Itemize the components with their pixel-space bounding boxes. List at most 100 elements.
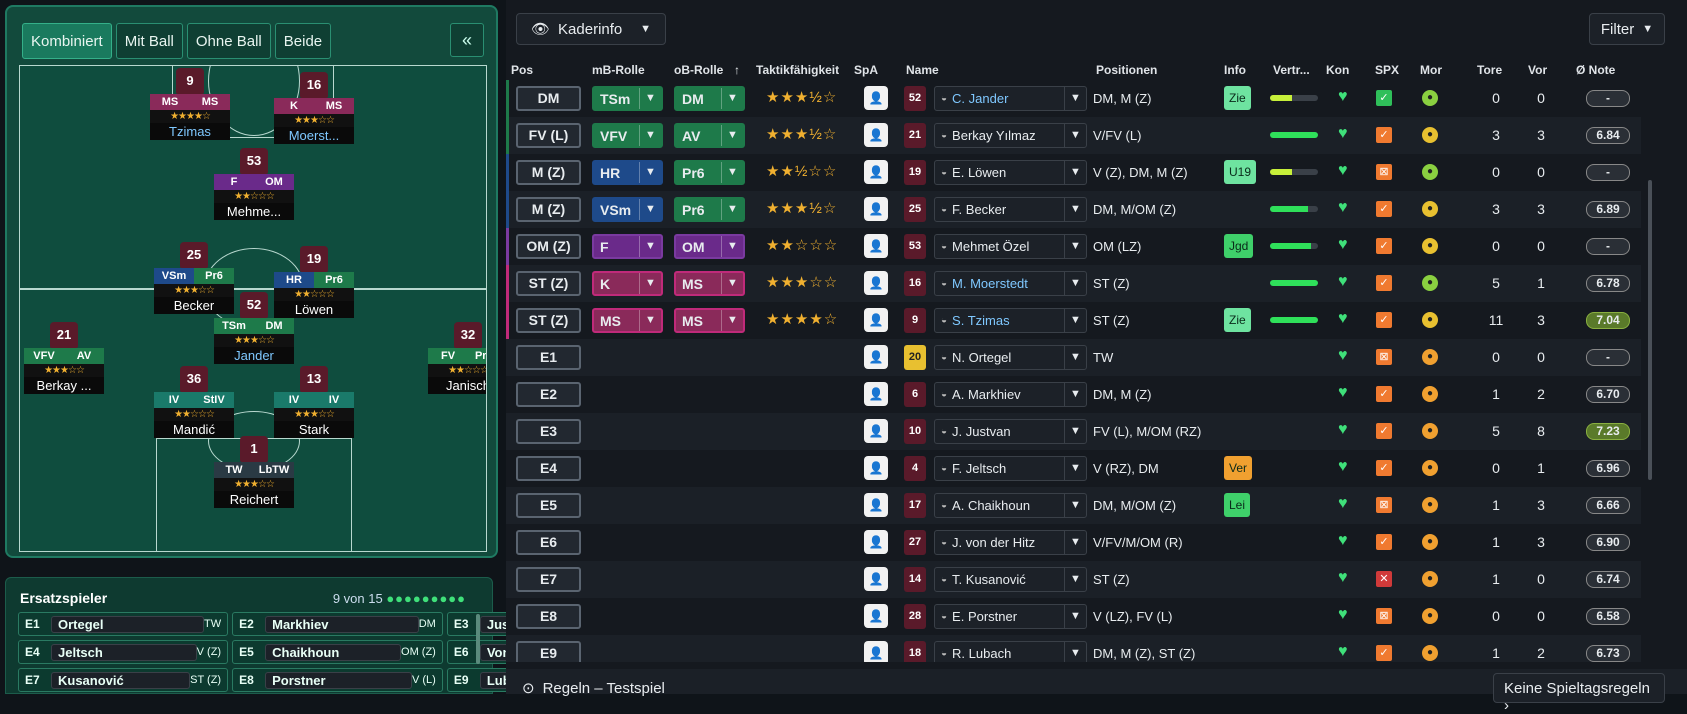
position-slot[interactable]: E6 bbox=[516, 530, 581, 555]
substitute-item[interactable]: E8 Porstner V (L) bbox=[232, 668, 443, 692]
person-icon[interactable]: 👤 bbox=[864, 308, 888, 332]
person-icon[interactable]: 👤 bbox=[864, 86, 888, 110]
position-slot[interactable]: E8 bbox=[516, 604, 581, 629]
player-name-dropdown[interactable]: ◒ J. Justvan ▼ bbox=[934, 419, 1087, 444]
pitch-player[interactable]: 36 IV StIV ★★☆☆☆ Mandić bbox=[135, 366, 253, 438]
ob-role-dropdown[interactable]: DM ▼ bbox=[674, 86, 745, 111]
mb-role-dropdown[interactable]: K ▼ bbox=[592, 271, 663, 296]
position-slot[interactable]: DM bbox=[516, 86, 581, 111]
col-spa[interactable]: SpA bbox=[854, 63, 878, 77]
collapse-panel-button[interactable]: « bbox=[450, 23, 484, 57]
pitch-player[interactable]: 9 MS MS ★★★★☆ Tzimas bbox=[131, 68, 249, 140]
col-tore[interactable]: Tore bbox=[1477, 63, 1503, 77]
mb-role-dropdown[interactable]: TSm ▼ bbox=[592, 86, 663, 111]
col-spx[interactable]: SPX bbox=[1375, 63, 1400, 77]
view-dropdown[interactable]: 👁 Kaderinfo ▼ bbox=[516, 13, 666, 45]
col-mb-rolle[interactable]: mB-Rolle bbox=[592, 63, 645, 77]
info-badge[interactable]: Zie bbox=[1224, 86, 1251, 110]
player-name-dropdown[interactable]: ◒ C. Jander ▼ bbox=[934, 86, 1087, 111]
sort-up-icon[interactable]: ↑ bbox=[734, 63, 740, 77]
mb-role-dropdown[interactable]: VFV ▼ bbox=[592, 123, 663, 148]
substitutes-scrollbar[interactable] bbox=[476, 614, 480, 664]
person-icon[interactable]: 👤 bbox=[864, 604, 888, 628]
match-rules-button[interactable]: Keine Spieltagsregeln › bbox=[1493, 673, 1665, 714]
position-slot[interactable]: E7 bbox=[516, 567, 581, 592]
col-vor[interactable]: Vor bbox=[1528, 63, 1548, 77]
info-badge[interactable]: Zie bbox=[1224, 308, 1251, 332]
player-name-dropdown[interactable]: ◒ E. Porstner ▼ bbox=[934, 604, 1087, 629]
person-icon[interactable]: 👤 bbox=[864, 641, 888, 662]
pitch-player[interactable]: 1 TW LbTW ★★★☆☆ Reichert bbox=[195, 436, 313, 508]
pitch-player[interactable]: 52 TSm DM ★★★☆☆ Jander bbox=[195, 292, 313, 364]
substitute-item[interactable]: E7 Kusanović ST (Z) bbox=[18, 668, 229, 692]
info-badge[interactable]: Ver bbox=[1224, 456, 1253, 480]
info-badge[interactable]: Jgd bbox=[1224, 234, 1254, 258]
substitute-item[interactable]: E1 Ortegel TW bbox=[18, 612, 229, 636]
position-slot[interactable]: FV (L) bbox=[516, 123, 581, 148]
col-note[interactable]: Ø Note bbox=[1576, 63, 1616, 77]
mb-role-dropdown[interactable]: HR ▼ bbox=[592, 160, 663, 185]
person-icon[interactable]: 👤 bbox=[864, 567, 888, 591]
person-icon[interactable]: 👤 bbox=[864, 123, 888, 147]
pitch-player[interactable]: 21 VFV AV ★★★☆☆ Berkay ... bbox=[20, 322, 123, 394]
tab-beide[interactable]: Beide bbox=[274, 23, 332, 59]
position-slot[interactable]: ST (Z) bbox=[516, 308, 581, 333]
person-icon[interactable]: 👤 bbox=[864, 419, 888, 443]
position-slot[interactable]: E3 bbox=[516, 419, 581, 444]
col-ob-rolle[interactable]: oB-Rolle bbox=[674, 63, 724, 77]
mb-role-dropdown[interactable]: F ▼ bbox=[592, 234, 663, 259]
player-name-dropdown[interactable]: ◒ E. Löwen ▼ bbox=[934, 160, 1087, 185]
player-name-dropdown[interactable]: ◒ Berkay Yılmaz ▼ bbox=[934, 123, 1087, 148]
player-name-dropdown[interactable]: ◒ F. Becker ▼ bbox=[934, 197, 1087, 222]
player-name-dropdown[interactable]: ◒ Mehmet Özel ▼ bbox=[934, 234, 1087, 259]
pitch-player[interactable]: 32FVPrAV★★☆☆☆Janisch bbox=[409, 322, 486, 394]
player-name-dropdown[interactable]: ◒ N. Ortegel ▼ bbox=[934, 345, 1087, 370]
position-slot[interactable]: M (Z) bbox=[516, 197, 581, 222]
table-scrollbar[interactable] bbox=[1648, 180, 1652, 480]
person-icon[interactable]: 👤 bbox=[864, 345, 888, 369]
col-pos[interactable]: Pos bbox=[511, 63, 534, 77]
player-name-dropdown[interactable]: ◒ M. Moerstedt ▼ bbox=[934, 271, 1087, 296]
tab-kombiniert[interactable]: Kombiniert bbox=[22, 23, 112, 59]
tab-ohne-ball[interactable]: Ohne Ball bbox=[186, 23, 271, 59]
position-slot[interactable]: E9 bbox=[516, 641, 581, 662]
ob-role-dropdown[interactable]: Pr6 ▼ bbox=[674, 197, 745, 222]
col-kon[interactable]: Kon bbox=[1326, 63, 1350, 77]
filter-button[interactable]: Filter ▼ bbox=[1589, 13, 1665, 45]
col-name[interactable]: Name bbox=[906, 63, 939, 77]
tab-mit-ball[interactable]: Mit Ball bbox=[115, 23, 183, 59]
col-mor[interactable]: Mor bbox=[1420, 63, 1442, 77]
col-taktik[interactable]: Taktikfähigkeit bbox=[756, 63, 840, 77]
player-name-dropdown[interactable]: ◒ F. Jeltsch ▼ bbox=[934, 456, 1087, 481]
position-slot[interactable]: M (Z) bbox=[516, 160, 581, 185]
col-vertrag[interactable]: Vertr... bbox=[1273, 63, 1310, 77]
person-icon[interactable]: 👤 bbox=[864, 382, 888, 406]
player-name-dropdown[interactable]: ◒ S. Tzimas ▼ bbox=[934, 308, 1087, 333]
position-slot[interactable]: E4 bbox=[516, 456, 581, 481]
pitch-player[interactable]: 13 IV IV ★★★☆☆ Stark bbox=[255, 366, 373, 438]
ob-role-dropdown[interactable]: AV ▼ bbox=[674, 123, 745, 148]
person-icon[interactable]: 👤 bbox=[864, 530, 888, 554]
person-icon[interactable]: 👤 bbox=[864, 271, 888, 295]
person-icon[interactable]: 👤 bbox=[864, 234, 888, 258]
col-info[interactable]: Info bbox=[1224, 63, 1246, 77]
pitch-player[interactable]: 16 K MS ★★★☆☆ Moerst... bbox=[255, 72, 373, 144]
ob-role-dropdown[interactable]: Pr6 ▼ bbox=[674, 160, 745, 185]
info-badge[interactable]: Lei bbox=[1224, 493, 1251, 517]
col-positionen[interactable]: Positionen bbox=[1096, 63, 1158, 77]
pitch-player[interactable]: 53 F OM ★★☆☆☆ Mehme... bbox=[195, 148, 313, 220]
pitch-player[interactable]: 19 HR Pr6 ★★☆☆☆ Löwen bbox=[255, 246, 373, 318]
position-slot[interactable]: E5 bbox=[516, 493, 581, 518]
person-icon[interactable]: 👤 bbox=[864, 160, 888, 184]
player-name-dropdown[interactable]: ◒ R. Lubach ▼ bbox=[934, 641, 1087, 662]
person-icon[interactable]: 👤 bbox=[864, 456, 888, 480]
player-name-dropdown[interactable]: ◒ T. Kusanović ▼ bbox=[934, 567, 1087, 592]
mb-role-dropdown[interactable]: VSm ▼ bbox=[592, 197, 663, 222]
person-icon[interactable]: 👤 bbox=[864, 197, 888, 221]
person-icon[interactable]: 👤 bbox=[864, 493, 888, 517]
player-name-dropdown[interactable]: ◒ A. Markhiev ▼ bbox=[934, 382, 1087, 407]
position-slot[interactable]: E2 bbox=[516, 382, 581, 407]
substitute-item[interactable]: E2 Markhiev DM bbox=[232, 612, 443, 636]
pitch-player[interactable]: 25 VSm Pr6 ★★★☆☆ Becker bbox=[135, 242, 253, 314]
substitute-item[interactable]: E5 Chaikhoun OM (Z) bbox=[232, 640, 443, 664]
